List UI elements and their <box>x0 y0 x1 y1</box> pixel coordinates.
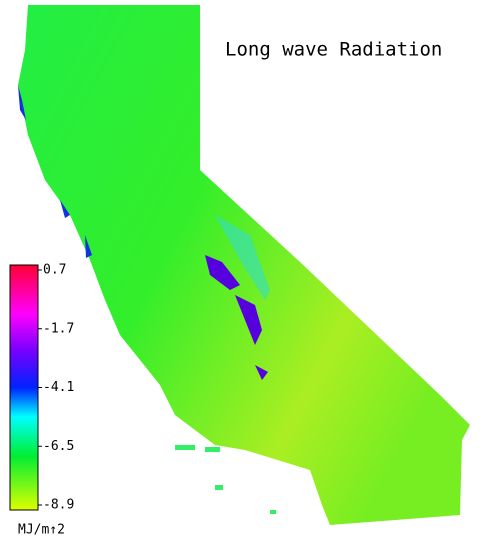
colorbar-unit: MJ/m↑2 <box>18 523 65 538</box>
colorbar-tick-label: -8.9 <box>43 498 74 513</box>
map-title: Long wave Radiation <box>225 39 442 61</box>
colorbar-tick-label: -4.1 <box>43 380 74 395</box>
islands <box>175 445 276 514</box>
valley-shade <box>205 255 268 380</box>
colorbar <box>9 264 39 511</box>
colorbar-tick-label: -6.5 <box>43 439 74 454</box>
colorbar-tick-label: 0.7 <box>43 263 66 278</box>
valley-shade-cyan <box>215 215 270 300</box>
colorbar-tick-label: -1.7 <box>43 321 74 336</box>
